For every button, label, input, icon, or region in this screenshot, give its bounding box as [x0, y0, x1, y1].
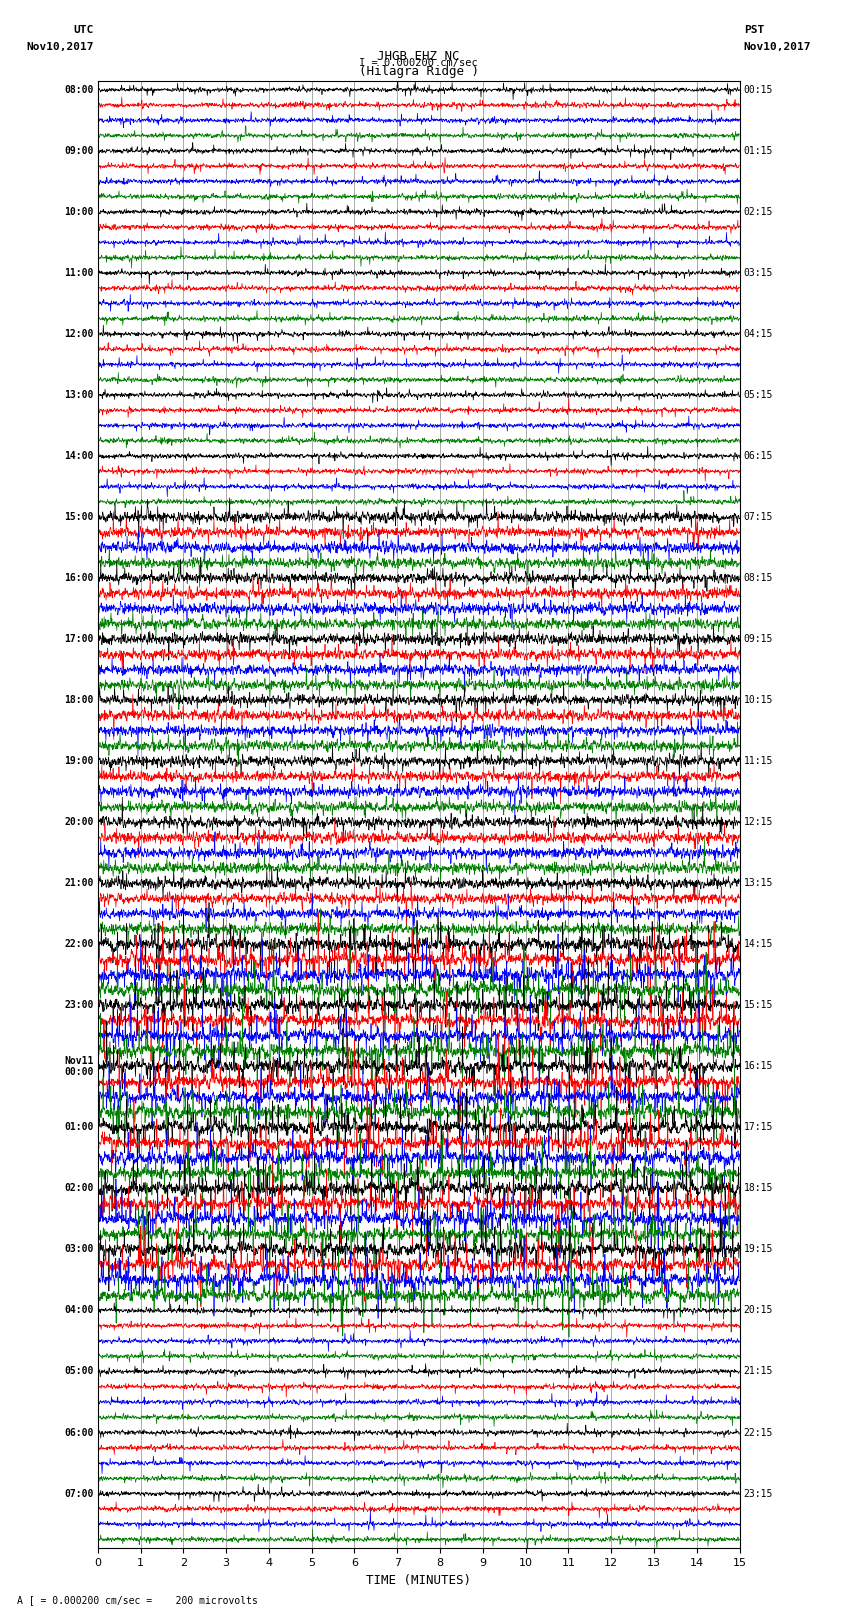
Text: 18:00: 18:00	[64, 695, 94, 705]
Text: 06:00: 06:00	[64, 1428, 94, 1437]
Text: 10:00: 10:00	[64, 206, 94, 216]
Text: 08:15: 08:15	[744, 573, 774, 582]
Text: 21:00: 21:00	[64, 877, 94, 889]
Text: 19:15: 19:15	[744, 1244, 774, 1255]
Text: 15:00: 15:00	[64, 511, 94, 523]
Text: 02:00: 02:00	[64, 1184, 94, 1194]
Text: 17:00: 17:00	[64, 634, 94, 644]
Text: 17:15: 17:15	[744, 1123, 774, 1132]
Text: 20:00: 20:00	[64, 818, 94, 827]
Text: 19:00: 19:00	[64, 756, 94, 766]
Text: 20:15: 20:15	[744, 1305, 774, 1316]
Text: 06:15: 06:15	[744, 452, 774, 461]
Text: 01:15: 01:15	[744, 145, 774, 156]
Text: 05:00: 05:00	[64, 1366, 94, 1376]
Text: 08:00: 08:00	[64, 85, 94, 95]
Text: 05:15: 05:15	[744, 390, 774, 400]
Text: 14:00: 14:00	[64, 452, 94, 461]
Text: 11:15: 11:15	[744, 756, 774, 766]
Text: 07:00: 07:00	[64, 1489, 94, 1498]
Text: 15:15: 15:15	[744, 1000, 774, 1010]
Text: Nov10,2017: Nov10,2017	[744, 42, 811, 52]
Text: 04:00: 04:00	[64, 1305, 94, 1316]
Text: 07:15: 07:15	[744, 511, 774, 523]
Text: 12:15: 12:15	[744, 818, 774, 827]
Text: 16:00: 16:00	[64, 573, 94, 582]
Text: 04:15: 04:15	[744, 329, 774, 339]
Text: Nov10,2017: Nov10,2017	[26, 42, 94, 52]
X-axis label: TIME (MINUTES): TIME (MINUTES)	[366, 1574, 471, 1587]
Text: 01:00: 01:00	[64, 1123, 94, 1132]
Text: 09:00: 09:00	[64, 145, 94, 156]
Text: 18:15: 18:15	[744, 1184, 774, 1194]
Text: 22:15: 22:15	[744, 1428, 774, 1437]
Title: JHGB EHZ NC
(Hilagra Ridge ): JHGB EHZ NC (Hilagra Ridge )	[359, 50, 479, 77]
Text: 22:00: 22:00	[64, 939, 94, 950]
Text: 09:15: 09:15	[744, 634, 774, 644]
Text: 12:00: 12:00	[64, 329, 94, 339]
Text: 11:00: 11:00	[64, 268, 94, 277]
Text: A [ = 0.000200 cm/sec =    200 microvolts: A [ = 0.000200 cm/sec = 200 microvolts	[17, 1595, 258, 1605]
Text: 14:15: 14:15	[744, 939, 774, 950]
Text: Nov11
00:00: Nov11 00:00	[64, 1055, 94, 1077]
Text: 13:15: 13:15	[744, 877, 774, 889]
Text: 03:00: 03:00	[64, 1244, 94, 1255]
Text: UTC: UTC	[73, 26, 94, 35]
Text: 21:15: 21:15	[744, 1366, 774, 1376]
Text: 23:00: 23:00	[64, 1000, 94, 1010]
Text: 02:15: 02:15	[744, 206, 774, 216]
Text: 13:00: 13:00	[64, 390, 94, 400]
Text: 10:15: 10:15	[744, 695, 774, 705]
Text: 23:15: 23:15	[744, 1489, 774, 1498]
Text: I = 0.000200 cm/sec: I = 0.000200 cm/sec	[360, 58, 478, 68]
Text: 16:15: 16:15	[744, 1061, 774, 1071]
Text: 03:15: 03:15	[744, 268, 774, 277]
Text: 00:15: 00:15	[744, 85, 774, 95]
Text: PST: PST	[744, 26, 764, 35]
